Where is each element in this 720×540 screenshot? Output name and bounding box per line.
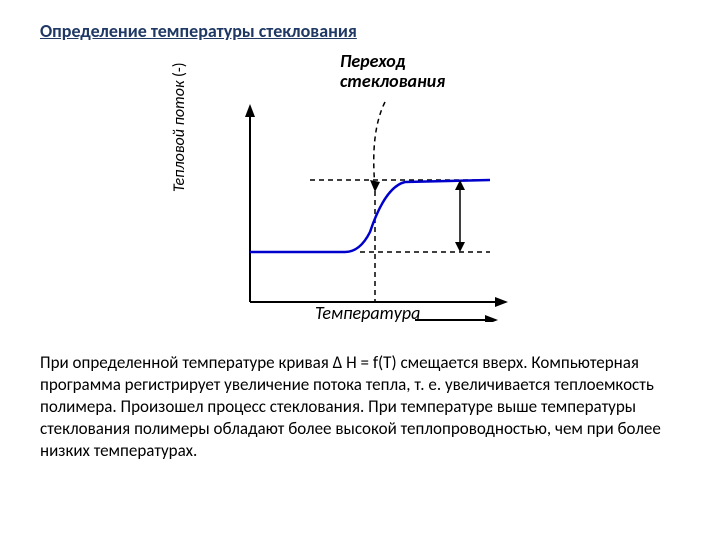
- heat-flow-curve: [250, 180, 490, 252]
- glass-transition-chart: Переход стеклования Тепловой поток (-) Т…: [170, 52, 550, 332]
- transition-label: Переход стеклования: [340, 52, 445, 92]
- transition-pointer-arrowhead: [370, 180, 380, 192]
- x-direction-arrow-head: [485, 315, 498, 322]
- chart-svg: [230, 92, 520, 322]
- delta-arrow-bottom: [455, 242, 465, 252]
- page-title: Определение температуры стеклования: [40, 20, 680, 42]
- y-axis-arrow: [245, 104, 255, 117]
- explanation-paragraph: При определенной температуре кривая Δ H …: [40, 352, 680, 462]
- x-axis-arrow: [495, 297, 508, 307]
- transition-pointer-arrow: [374, 102, 385, 187]
- y-axis-label: Тепловой поток (-): [170, 62, 189, 192]
